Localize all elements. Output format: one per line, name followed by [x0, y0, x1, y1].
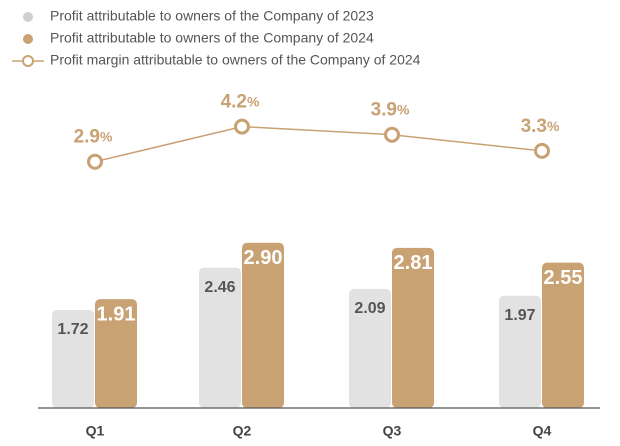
value-label: 1.97: [504, 307, 535, 324]
x-tick-label: Q4: [533, 423, 552, 439]
legend-label: Profit attributable to owners of the Com…: [50, 30, 374, 46]
line-value-unit: %: [247, 93, 260, 109]
line-value-unit: %: [100, 128, 113, 144]
line-value-label: 3.3%: [521, 116, 560, 137]
bar: [95, 299, 137, 408]
value-label: 2.90: [244, 247, 283, 269]
legend-marker: [23, 12, 33, 22]
bar: [392, 247, 434, 408]
value-label: 2.55: [544, 267, 583, 289]
value-label: 1.91: [97, 303, 136, 325]
line-value: 3.3: [521, 116, 547, 137]
x-tick-label: Q1: [86, 423, 105, 439]
bar: [499, 295, 541, 408]
legend-label: Profit margin attributable to owners of …: [50, 52, 421, 68]
legend-label: Profit attributable to owners of the Com…: [50, 8, 374, 24]
legend-marker: [22, 55, 34, 67]
value-label: 2.09: [354, 300, 385, 317]
bar: [199, 267, 241, 408]
line-value-label: 4.2%: [221, 92, 260, 113]
line-value: 3.9: [371, 100, 397, 121]
line-point: [87, 153, 103, 170]
x-tick-label: Q3: [383, 423, 402, 439]
line-point: [234, 118, 250, 135]
legend-marker: [23, 34, 33, 44]
line-value-unit: %: [397, 101, 410, 117]
value-label: 1.72: [57, 321, 88, 338]
value-label: 2.81: [394, 252, 433, 274]
bar: [52, 309, 94, 408]
bar: [242, 242, 284, 408]
line-point: [534, 142, 550, 159]
bar: [349, 288, 391, 408]
line-value: 2.9: [74, 127, 100, 148]
line-point: [384, 126, 400, 143]
value-label: 2.46: [204, 279, 235, 296]
line-value-label: 2.9%: [74, 127, 113, 148]
line-value: 4.2: [221, 92, 247, 113]
line: [94, 125, 543, 163]
line-value-label: 3.9%: [371, 100, 410, 121]
x-tick-label: Q2: [233, 423, 252, 439]
bar: [542, 262, 584, 408]
line-value-unit: %: [547, 118, 560, 134]
